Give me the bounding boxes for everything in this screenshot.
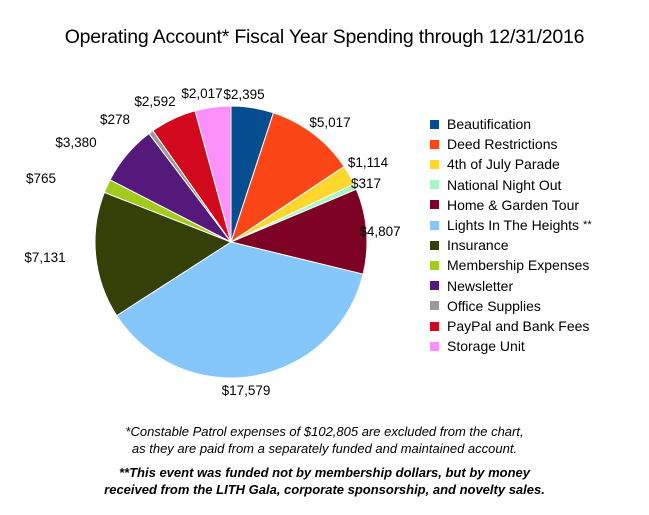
legend-item-office-supplies: Office Supplies <box>430 296 592 316</box>
legend-item-home-garden-tour: Home & Garden Tour <box>430 195 592 215</box>
legend-label: Deed Restrictions <box>447 136 558 153</box>
slice-label-4th-of-july-parade: $1,114 <box>348 155 389 170</box>
legend-swatch <box>430 119 439 129</box>
legend-label: Storage Unit <box>447 338 525 355</box>
chart-title: Operating Account* Fiscal Year Spending … <box>64 26 585 48</box>
legend-item-deed-restrictions: Deed Restrictions <box>430 134 592 154</box>
legend-label: Insurance <box>447 237 509 254</box>
legend-label: PayPal and Bank Fees <box>447 318 590 335</box>
legend-suffix: ** <box>583 219 592 232</box>
slice-label-storage-unit: $2,017 <box>181 86 222 101</box>
slice-label-national-night-out: $317 <box>351 176 381 191</box>
pie-slice-deed-restrictions <box>230 112 345 244</box>
footnote-line: received from the LITH Gala, corporate s… <box>104 482 545 497</box>
legend-label: Lights In The Heights <box>447 217 580 234</box>
legend-item-membership-expenses: Membership Expenses <box>430 255 592 275</box>
legend-swatch <box>430 220 439 230</box>
legend-swatch <box>430 139 439 149</box>
slice-label-deed-restrictions: $5,017 <box>309 115 350 130</box>
slice-label-newsletter: $3,380 <box>55 135 96 150</box>
slice-label-office-supplies: $278 <box>100 112 130 127</box>
legend-swatch <box>430 281 439 291</box>
legend-item-insurance: Insurance <box>430 235 592 255</box>
legend-label: Beautification <box>447 116 532 132</box>
legend-label: Membership Expenses <box>447 257 590 274</box>
legend-item-lights-in-the-heights: Lights In The Heights ** <box>430 215 592 235</box>
slice-label-membership-expenses: $765 <box>26 171 56 186</box>
footnote-lights: **This event was funded not by membershi… <box>0 464 649 498</box>
legend-label: Newsletter <box>447 277 514 294</box>
legend-item-beautification: Beautification <box>430 114 592 134</box>
footnote-line: as they are paid from a separately funde… <box>131 441 518 456</box>
legend-label: Home & Garden Tour <box>447 196 580 213</box>
slice-label-home-garden-tour: $4,807 <box>359 224 400 239</box>
pie-slice-storage-unit <box>194 105 232 243</box>
legend-item-national-night-out: National Night Out <box>430 175 592 195</box>
legend-swatch <box>430 200 439 210</box>
legend-swatch <box>430 321 439 331</box>
legend-item-paypal-and-bank-fees: PayPal and Bank Fees <box>430 316 592 336</box>
legend-label: 4th of July Parade <box>447 156 560 173</box>
legend-swatch <box>430 180 439 190</box>
legend-item-4th-of-july-parade: 4th of July Parade <box>430 154 592 174</box>
legend-swatch <box>430 341 439 351</box>
legend: Beautification Deed Restrictions 4th of Ju… <box>430 114 592 356</box>
slice-label-beautification: $2,395 <box>223 87 264 102</box>
footnote-line: **This event was funded not by membershi… <box>118 465 531 480</box>
legend-item-storage-unit: Storage Unit <box>430 336 592 356</box>
legend-label: National Night Out <box>447 176 562 193</box>
slice-label-insurance: $7,131 <box>24 250 65 265</box>
legend-label: Office Supplies <box>447 297 541 314</box>
pie-slice-insurance <box>94 191 233 317</box>
footnote-line: *Constable Patrol expenses of $102,805 a… <box>125 424 524 439</box>
slice-label-lights-in-the-heights: $17,579 <box>222 383 271 398</box>
legend-swatch <box>430 301 439 311</box>
slice-label-paypal-and-bank-fees: $2,592 <box>134 94 175 109</box>
legend-item-newsletter: Newsletter <box>430 276 592 296</box>
legend-swatch <box>430 160 439 169</box>
footnote-constable: *Constable Patrol expenses of $102,805 a… <box>0 423 649 457</box>
legend-swatch <box>430 261 439 271</box>
pie-slice-home-garden-tour <box>229 188 368 275</box>
legend-swatch <box>430 240 439 250</box>
